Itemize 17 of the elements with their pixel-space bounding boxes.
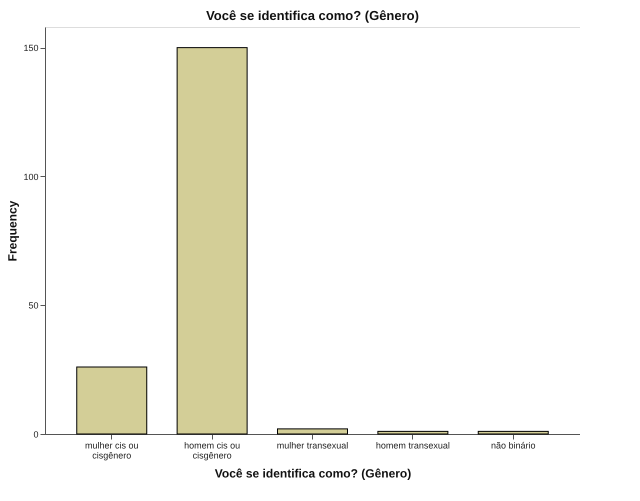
y-tick-label: 0 xyxy=(33,430,38,440)
chart-title: Você se identifica como? (Gênero) xyxy=(206,8,419,23)
x-axis-title: Você se identifica como? (Gênero) xyxy=(214,466,412,480)
x-tick-label: mulher transexual xyxy=(276,440,348,450)
x-tick-label: homem cis ou cisgênero xyxy=(184,440,240,460)
x-tick-label: mulher cis ou cisgênero xyxy=(84,440,139,460)
y-axis-title: Frequency xyxy=(5,200,20,262)
x-tick-label: não binário xyxy=(490,440,536,450)
y-tick-label: 150 xyxy=(23,43,38,54)
bar xyxy=(176,47,248,434)
x-tick-label: homem transexual xyxy=(376,440,450,450)
y-tick-label: 100 xyxy=(23,172,38,182)
y-tick-label: 50 xyxy=(28,300,38,311)
bar xyxy=(377,430,448,434)
bar xyxy=(478,430,549,434)
bar xyxy=(277,428,348,434)
bar xyxy=(76,366,148,434)
